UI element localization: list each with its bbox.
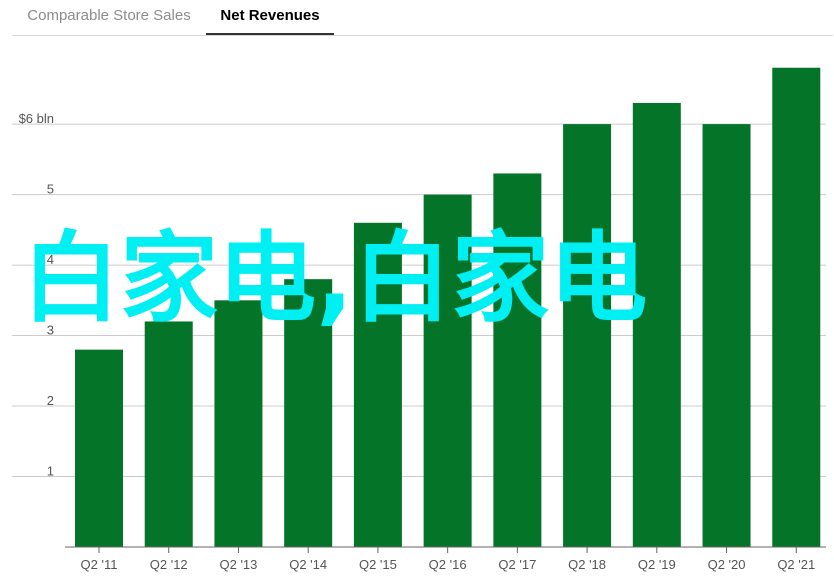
bar [144,321,193,547]
x-tick-label: Q2 '14 [289,557,327,572]
tab-bar: Comparable Store Sales Net Revenues [0,0,834,36]
y-tick-label: $6 bln [19,111,54,126]
tab-divider [12,35,833,36]
y-tick-label: 3 [47,323,54,338]
y-tick-label: 1 [47,464,54,479]
bar [563,124,612,547]
x-tick-label: Q2 '19 [638,557,676,572]
x-tick-label: Q2 '11 [81,557,118,572]
x-tick-label: Q2 '16 [429,557,467,572]
y-tick-label: 2 [47,393,54,408]
bar [423,194,472,547]
x-tick-label: Q2 '20 [708,557,746,572]
x-tick-label: Q2 '15 [359,557,397,572]
bar [772,67,821,547]
bar [75,349,123,547]
x-tick-label: Q2 '21 [777,557,815,572]
bar [284,279,333,547]
bar [493,173,542,547]
bar [353,222,402,547]
tab-net-revenues[interactable]: Net Revenues [206,0,334,36]
net-revenues-bar-chart: 1 2 3 4 5 $6 bln Q2 '11 Q2 '12 Q2 '13 Q2 '14 Q2 '1… [12,67,826,572]
x-tick-label: Q2 '13 [220,557,258,572]
x-tick-label: Q2 '18 [568,557,606,572]
bar [632,102,681,547]
x-tick-label: Q2 '12 [150,557,188,572]
bar [214,300,263,547]
tab-comparable-store-sales[interactable]: Comparable Store Sales [27,7,191,24]
y-tick-label: 4 [47,252,54,267]
y-tick-label: 5 [47,182,54,197]
bar [702,124,751,547]
x-tick-label: Q2 '17 [498,557,536,572]
